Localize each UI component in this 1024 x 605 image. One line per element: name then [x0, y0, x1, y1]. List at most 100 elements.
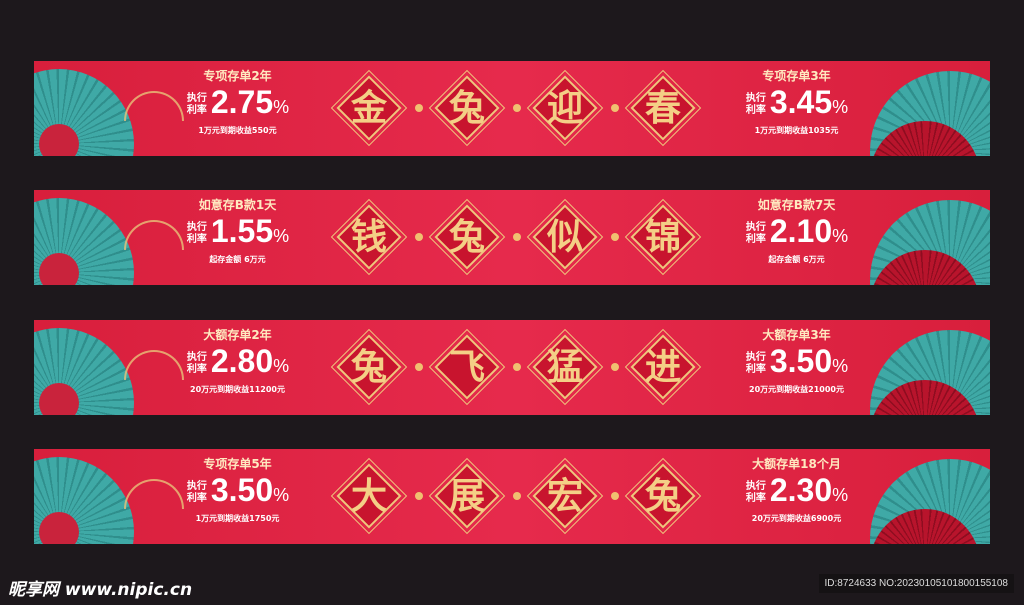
blessing-char: 钱 — [350, 216, 387, 258]
product-title: 如意存B款1天 — [198, 198, 277, 212]
diamond-tile: 兔 — [428, 69, 506, 147]
blessing-char: 兔 — [448, 87, 485, 129]
rate-label: 执行利率 — [745, 221, 766, 245]
rate-block-right: 大额存单3年 执行利率 3.50% 20万元到期收益21000元 — [734, 326, 859, 395]
blessing-char: 进 — [644, 346, 681, 388]
blessing-char: 展 — [448, 475, 485, 517]
plum-blossom-icon — [611, 233, 619, 241]
rate-block-left: 专项存单5年 执行利率 3.50% 1万元到期收益1750元 — [175, 455, 300, 524]
diamond-tile: 兔 — [428, 198, 506, 276]
diamond-tile: 春 — [624, 69, 702, 147]
diamond-tile: 兔 — [624, 457, 702, 535]
rate-value: 2.30 — [769, 472, 833, 508]
rate-block-right: 大额存单18个月 执行利率 2.30% 20万元到期收益6900元 — [734, 455, 859, 524]
plum-blossom-icon — [611, 363, 619, 371]
folding-fan-icon — [34, 69, 134, 156]
blessing-char: 迎 — [546, 87, 583, 129]
diamond-tile: 迎 — [526, 69, 604, 147]
rate-note: 1万元到期收益1750元 — [195, 514, 280, 523]
diamond-tile: 猛 — [526, 328, 604, 406]
percent-sign: % — [273, 485, 290, 505]
product-title: 大额存单3年 — [762, 328, 831, 342]
diamond-tile: 飞 — [428, 328, 506, 406]
rate-value: 1.55 — [210, 213, 274, 249]
image-id: ID:8724633 NO:20230105101800155108 — [818, 574, 1014, 593]
product-title: 专项存单5年 — [203, 457, 272, 471]
rate-note: 1万元到期收益550元 — [198, 126, 277, 135]
blessing-char: 兔 — [644, 475, 681, 517]
folding-fan-icon — [34, 198, 134, 285]
rate-value: 3.45 — [769, 84, 833, 120]
percent-sign: % — [832, 485, 849, 505]
rate-block-left: 专项存单2年 执行利率 2.75% 1万元到期收益550元 — [175, 67, 300, 136]
percent-sign: % — [832, 356, 849, 376]
plum-blossom-icon — [513, 233, 521, 241]
diamond-tile: 钱 — [330, 198, 408, 276]
product-title: 大额存单18个月 — [752, 457, 841, 471]
banner-1: 专项存单2年 执行利率 2.75% 1万元到期收益550元 金 兔 迎 春 专项存单3年… — [34, 61, 990, 156]
rate-value: 2.75 — [210, 84, 274, 120]
plum-blossom-icon — [415, 233, 423, 241]
diamond-tile: 锦 — [624, 198, 702, 276]
rate-note: 1万元到期收益1035元 — [754, 126, 839, 135]
product-title: 专项存单2年 — [203, 69, 272, 83]
diamond-tile: 大 — [330, 457, 408, 535]
blessing-char: 飞 — [448, 346, 485, 388]
diamond-tile: 进 — [624, 328, 702, 406]
rate-note: 20万元到期收益6900元 — [751, 514, 842, 523]
rate-block-right: 如意存B款7天 执行利率 2.10% 起存金额 6万元 — [734, 196, 859, 265]
blessing-char: 锦 — [644, 216, 681, 258]
product-title: 大额存单2年 — [203, 328, 272, 342]
rate-block-right: 专项存单3年 执行利率 3.45% 1万元到期收益1035元 — [734, 67, 859, 136]
blessing-char: 兔 — [350, 346, 387, 388]
blessing-char: 金 — [350, 87, 387, 129]
percent-sign: % — [832, 97, 849, 117]
banner-2: 如意存B款1天 执行利率 1.55% 起存金额 6万元 钱 兔 似 锦 如意存B款7天 … — [34, 190, 990, 285]
rate-label: 执行利率 — [745, 351, 766, 375]
rate-label: 执行利率 — [745, 92, 766, 116]
plum-blossom-icon — [611, 492, 619, 500]
plum-blossom-icon — [415, 363, 423, 371]
plum-blossom-icon — [513, 104, 521, 112]
nipic-logo: 昵享网 www.nipic.cn — [8, 580, 193, 600]
percent-sign: % — [273, 226, 290, 246]
rate-value: 2.10 — [769, 213, 833, 249]
blessing-char: 猛 — [546, 346, 583, 388]
plum-blossom-icon — [611, 104, 619, 112]
banner-4: 专项存单5年 执行利率 3.50% 1万元到期收益1750元 大 展 宏 兔 大额存单1… — [34, 449, 990, 544]
diamond-tile: 似 — [526, 198, 604, 276]
product-title: 专项存单3年 — [762, 69, 831, 83]
percent-sign: % — [273, 356, 290, 376]
rate-label: 执行利率 — [186, 92, 207, 116]
rate-value: 3.50 — [210, 472, 274, 508]
plum-blossom-icon — [513, 492, 521, 500]
rate-label: 执行利率 — [745, 480, 766, 504]
rate-label: 执行利率 — [186, 480, 207, 504]
plum-blossom-icon — [513, 363, 521, 371]
plum-blossom-icon — [415, 104, 423, 112]
rate-label: 执行利率 — [186, 351, 207, 375]
percent-sign: % — [273, 97, 290, 117]
rate-label: 执行利率 — [186, 221, 207, 245]
blessing-char: 春 — [644, 87, 681, 129]
rate-note: 起存金额 6万元 — [768, 255, 825, 264]
folding-fan-icon — [34, 328, 134, 415]
blessing-char: 大 — [350, 475, 387, 517]
banner-3: 大额存单2年 执行利率 2.80% 20万元到期收益11200元 兔 飞 猛 进 大额存… — [34, 320, 990, 415]
blessing-char: 宏 — [546, 475, 583, 517]
rate-note: 起存金额 6万元 — [209, 255, 266, 264]
diamond-tile: 展 — [428, 457, 506, 535]
product-title: 如意存B款7天 — [757, 198, 836, 212]
percent-sign: % — [832, 226, 849, 246]
diamond-tile: 宏 — [526, 457, 604, 535]
diamond-tile: 兔 — [330, 328, 408, 406]
diamond-tile: 金 — [330, 69, 408, 147]
rate-value: 2.80 — [210, 343, 274, 379]
rate-block-left: 如意存B款1天 执行利率 1.55% 起存金额 6万元 — [175, 196, 300, 265]
plum-blossom-icon — [415, 492, 423, 500]
rate-note: 20万元到期收益21000元 — [749, 385, 844, 394]
blessing-char: 兔 — [448, 216, 485, 258]
blessing-char: 似 — [546, 216, 583, 258]
rate-block-left: 大额存单2年 执行利率 2.80% 20万元到期收益11200元 — [175, 326, 300, 395]
rate-value: 3.50 — [769, 343, 833, 379]
